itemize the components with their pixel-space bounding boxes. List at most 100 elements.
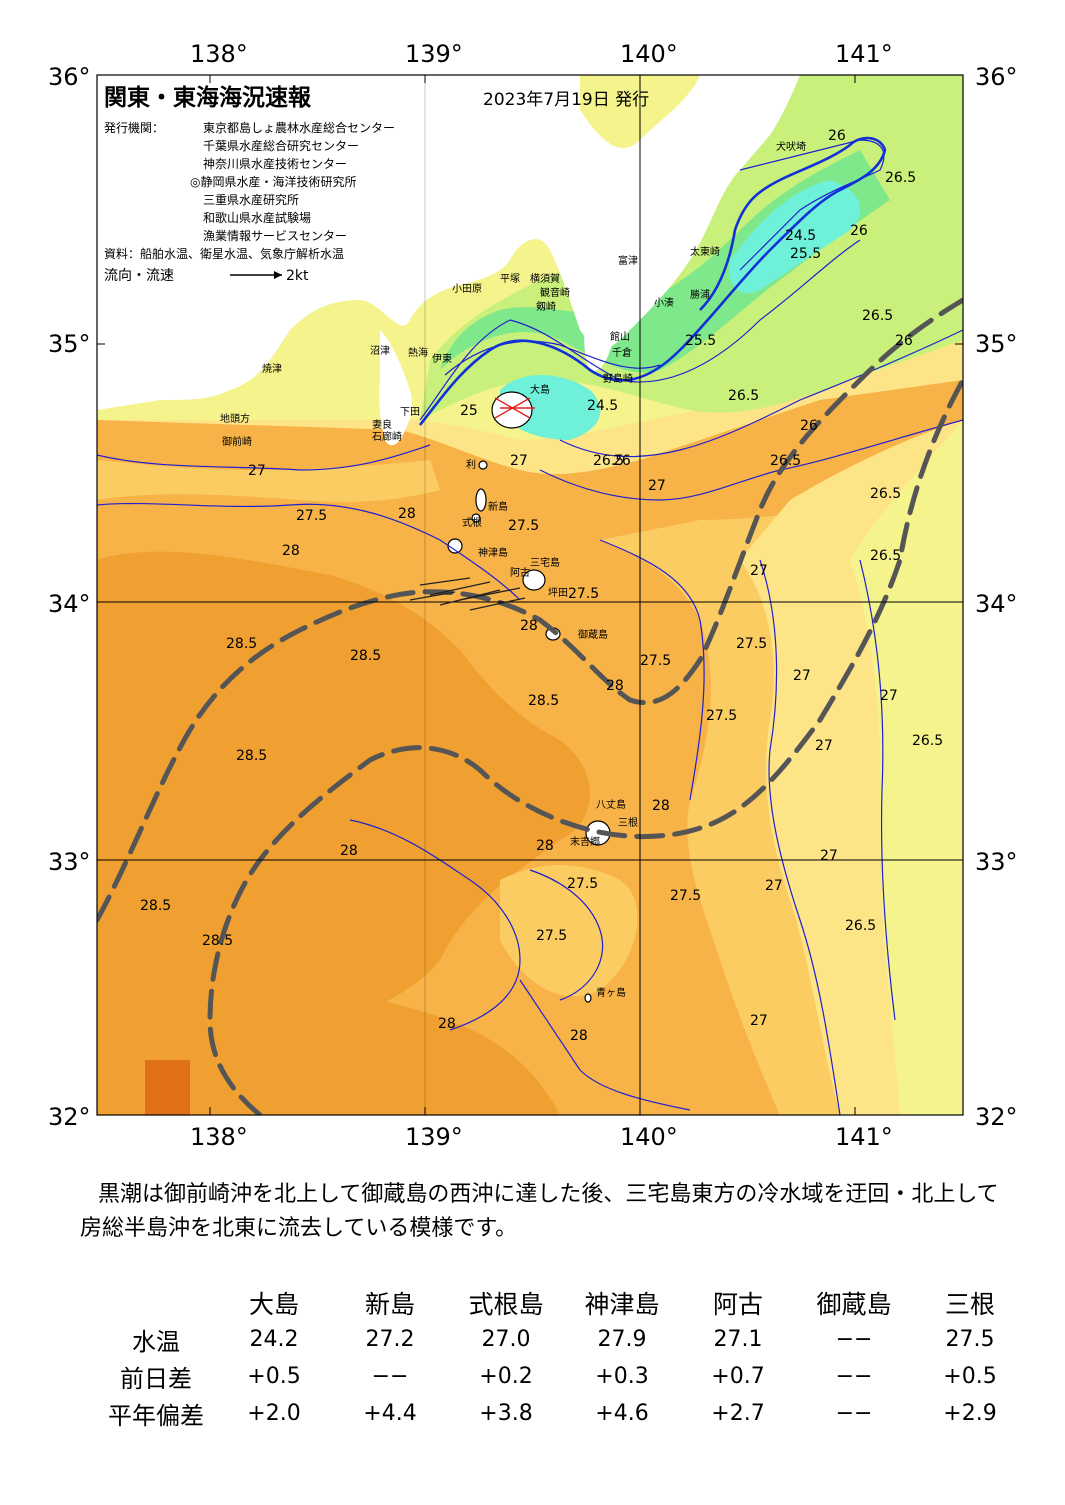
iso-label-27-5-west: 27.5 xyxy=(296,508,327,524)
iso-label-28-5-south-west: 28.5 xyxy=(202,933,233,949)
place-tsubota: 坪田 xyxy=(548,586,568,599)
current-arrow xyxy=(429,581,491,596)
iso-label-26-5-oshima: 26.5 xyxy=(593,453,624,469)
isotherm-24-5 xyxy=(444,340,661,376)
data-sources: 資料：船舶水温、衛星水温、気象庁解析水温 xyxy=(104,246,344,261)
lat-label-34-right: 34° xyxy=(975,590,1018,618)
iso-label-28-mikura-south: 28 xyxy=(606,678,624,694)
issuer-2: 千葉県水産総合研究センター xyxy=(203,138,359,153)
iso-label-27-5-east: 27.5 xyxy=(736,636,767,652)
lon-label-139-bottom: 139° xyxy=(405,1123,463,1151)
iso-label-25-5-katsuura: 25.5 xyxy=(685,333,716,349)
place-atami: 熱海 xyxy=(408,346,428,359)
iso-label-28-west: 28 xyxy=(282,543,300,559)
place-kannonzaki: 観音崎 xyxy=(540,286,570,299)
iso-label-26-east: 26 xyxy=(850,223,868,239)
lon-label-141-top: 141° xyxy=(835,40,893,68)
longitude-labels-top: 138° 139° 140° 141° xyxy=(190,40,893,68)
place-mera: 妻良 xyxy=(372,418,392,431)
iso-label-26-5-east: 26.5 xyxy=(862,308,893,324)
place-tateyama: 館山 xyxy=(610,330,630,343)
iso-label-26-5-ne: 26.5 xyxy=(885,170,916,186)
place-shimoda: 下田 xyxy=(400,407,420,418)
table-cell: −− xyxy=(835,1364,873,1389)
island-temperature-table: 大島 新島 式根島 神津島 阿古 御蔵島 三根 水温 24.2 27.2 27.… xyxy=(96,1284,1028,1432)
iso-label-24-5: 24.5 xyxy=(587,398,618,414)
iso-label-28-south: 28 xyxy=(438,1016,456,1032)
island-kozu xyxy=(447,538,463,554)
table-cell: 27.2 xyxy=(365,1327,415,1352)
issuer-7: 漁業情報サービスセンター xyxy=(203,229,347,243)
current-arrow xyxy=(419,577,471,586)
island-toshima xyxy=(478,460,488,470)
sea-zone-28-5-south xyxy=(97,988,560,1115)
current-arrow xyxy=(469,597,526,611)
iso-label-27-5-hachijo: 27.5 xyxy=(567,876,598,892)
col-kozu: 神津島 xyxy=(584,1289,660,1319)
lon-label-138-bottom: 138° xyxy=(190,1123,248,1151)
isotherm-26-5 xyxy=(539,419,963,501)
iso-label-28-hachijo-west: 28 xyxy=(536,838,554,854)
place-numazu: 沼津 xyxy=(370,344,390,357)
issuer-label: 発行機関： xyxy=(104,120,164,135)
row-label-daily-diff: 前日差 xyxy=(120,1365,192,1393)
iso-label-28-mikura: 28 xyxy=(520,618,538,634)
sea-zone-25 xyxy=(440,150,890,373)
col-ako: 阿古 xyxy=(712,1289,763,1319)
place-futtsu: 富津 xyxy=(618,254,638,267)
lat-label-36-right: 36° xyxy=(975,63,1018,91)
table-cell: +2.9 xyxy=(943,1401,997,1426)
map-title: 関東・東海海況速報 xyxy=(104,84,312,111)
iso-label-28-5-far-sw: 28.5 xyxy=(140,898,171,914)
table-cell: 27.5 xyxy=(945,1327,995,1352)
current-arrow xyxy=(409,591,456,601)
place-ito: 伊東 xyxy=(432,352,452,365)
issue-date: 2023年7月19日 発行 xyxy=(483,90,649,110)
place-taito: 太東崎 xyxy=(690,245,720,258)
place-chikura: 千倉 xyxy=(612,346,632,359)
iso-label-26-5-boso: 26.5 xyxy=(728,388,759,404)
place-odawara: 小田原 xyxy=(452,283,482,295)
col-mitsune: 三根 xyxy=(944,1289,995,1319)
place-yokosuka: 横須賀 xyxy=(530,272,560,285)
place-names: 焼津 沼津 熱海 伊東 地頭方 御前崎 下田 妻良 石廊崎 小田原 平塚 横須賀… xyxy=(220,140,806,999)
island-aogashima xyxy=(584,993,592,1003)
lat-label-36-left: 36° xyxy=(48,63,91,91)
iso-label-27-east: 27 xyxy=(750,563,768,579)
sea-zone-27-5-hachijo xyxy=(500,865,638,997)
issuer-3: 神奈川県水産技術センター xyxy=(203,156,347,171)
place-nojimazaki: 野島崎 xyxy=(603,372,633,385)
sea-zone-28-5 xyxy=(97,551,590,1080)
iso-label-27-5-miyake: 27.5 xyxy=(568,586,599,602)
land-honshu xyxy=(97,75,800,410)
table-cell: 27.0 xyxy=(481,1327,531,1352)
place-jiroudou: 地頭方 xyxy=(220,412,250,425)
table-cell: +0.7 xyxy=(711,1364,765,1389)
sea-zone-27-5-west xyxy=(97,460,440,502)
table-cell: +3.8 xyxy=(479,1401,533,1426)
table-cell: +0.5 xyxy=(943,1364,997,1389)
table-header-row: 大島 新島 式根島 神津島 阿古 御蔵島 三根 xyxy=(96,1284,1028,1321)
flow-legend-arrowhead xyxy=(274,271,282,279)
isotherm-26-5-east xyxy=(859,559,896,1021)
iso-label-28-5-mikura: 28.5 xyxy=(528,693,559,709)
row-label-anomaly: 平年偏差 xyxy=(108,1402,204,1430)
isotherm-27-5-east xyxy=(599,539,705,801)
isotherm-27-5 xyxy=(97,502,521,601)
lat-label-32-left: 32° xyxy=(48,1103,91,1131)
table-row: 水温 24.2 27.2 27.0 27.9 27.1 −− 27.5 xyxy=(96,1321,1028,1358)
iso-label-27-south-east-2: 27 xyxy=(765,878,783,894)
lat-label-34-left: 34° xyxy=(48,590,91,618)
kuroshio-axis-north xyxy=(97,297,963,923)
lon-label-140-bottom: 140° xyxy=(620,1123,678,1151)
table-cell: +2.7 xyxy=(711,1401,765,1426)
place-kominato: 小湊 xyxy=(654,296,674,309)
sea-zone-26-5 xyxy=(850,420,963,1115)
kuroshio-axis-south xyxy=(207,377,963,1115)
place-sueyoshi: 末吉郷 xyxy=(570,835,600,848)
iso-label-28-5-sw: 28.5 xyxy=(236,748,267,764)
iso-label-28-sw: 28 xyxy=(340,843,358,859)
iso-label-27-5-hachijo-east: 27.5 xyxy=(670,888,701,904)
current-arrows xyxy=(409,577,526,611)
